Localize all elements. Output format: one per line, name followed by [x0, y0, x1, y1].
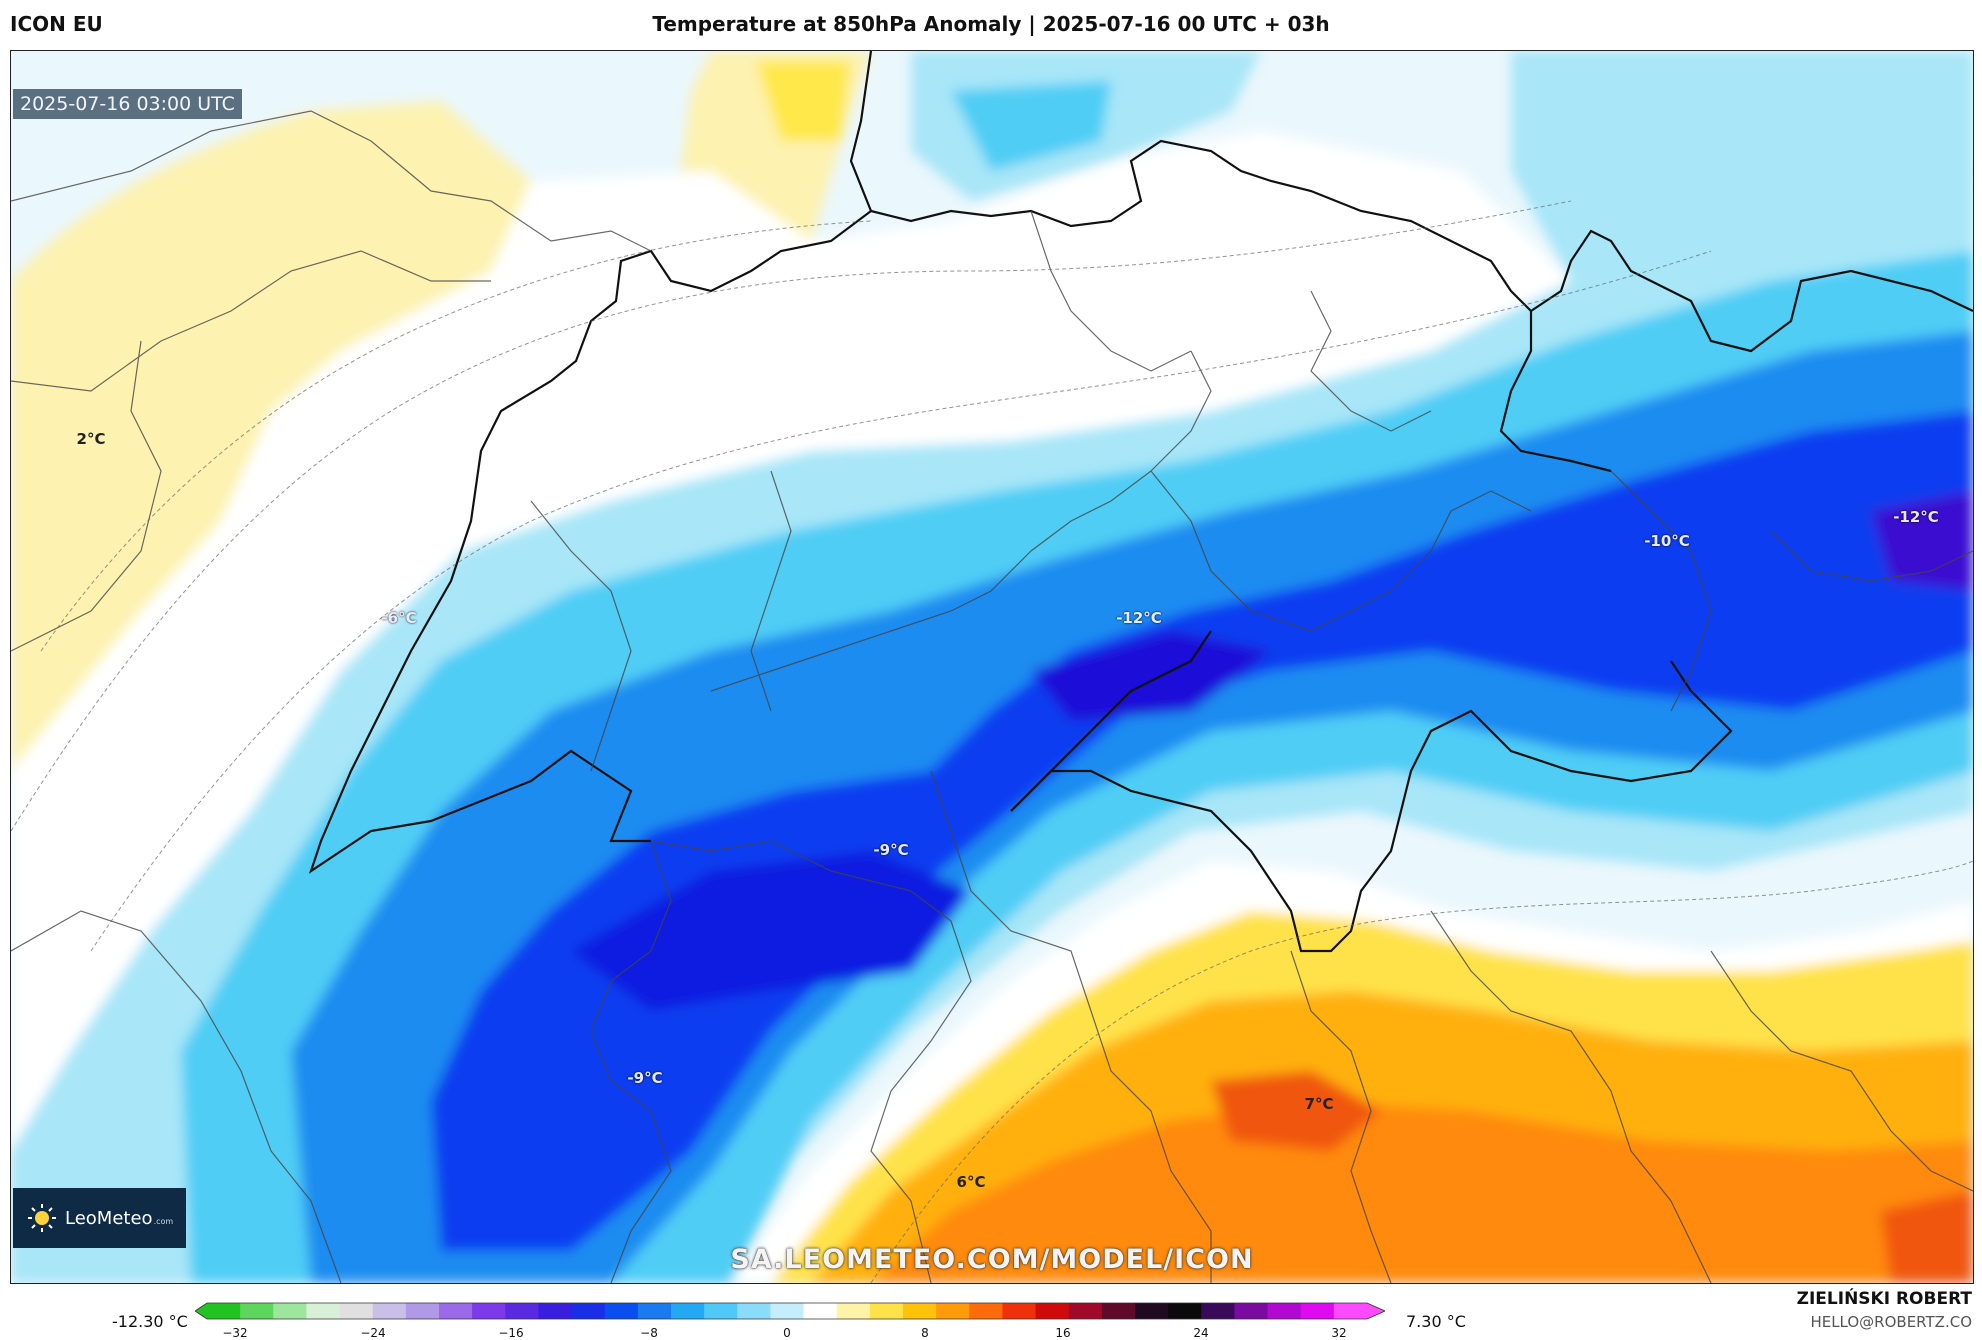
colorbar-swatch: [306, 1303, 341, 1319]
colorbar-tick-label: 16: [1055, 1326, 1071, 1340]
colorbar-swatch: [538, 1303, 573, 1319]
colorbar-swatch: [1002, 1303, 1037, 1319]
map-title: Temperature at 850hPa Anomaly | 2025-07-…: [652, 12, 1330, 36]
colorbar-swatch: [637, 1303, 672, 1319]
colorbar-swatch: [903, 1303, 937, 1319]
colorbar-swatch: [869, 1303, 904, 1319]
map-panel: 2025-07-16 03:00 UTC 2°C -6°C -12°C -10°…: [10, 50, 1974, 1284]
colorbar-swatch: [969, 1303, 1003, 1319]
source-watermark: SA.LEOMETEO.COM/MODEL/ICON: [730, 1244, 1254, 1275]
colorbar-swatch: [770, 1303, 805, 1319]
colorbar: [195, 1302, 1385, 1320]
logo-suffix: .com: [153, 1216, 174, 1226]
colorbar-swatch: [1135, 1303, 1169, 1319]
colorbar-swatch: [472, 1303, 506, 1319]
contour-label: -6°C: [381, 609, 417, 627]
colorbar-swatch: [1035, 1303, 1070, 1319]
colorbar-outline: [195, 1302, 1385, 1320]
colorbar-swatch: [240, 1303, 274, 1319]
colorbar-swatch: [936, 1303, 970, 1319]
colorbar-max-label: 7.30 °C: [1406, 1312, 1466, 1331]
sun-icon: [28, 1204, 56, 1232]
contour-label: -9°C: [627, 1069, 663, 1087]
colorbar-tick-label: 32: [1331, 1326, 1347, 1340]
colorbar-swatch: [836, 1303, 871, 1319]
colorbar-swatch: [671, 1303, 705, 1319]
model-name: ICON EU: [10, 12, 103, 36]
colorbar-swatch: [1234, 1303, 1269, 1319]
colorbar-swatch: [1068, 1303, 1103, 1319]
leometeo-logo: LeoMeteo .com: [13, 1188, 186, 1248]
author-email: HELLO@ROBERTZ.CO: [1810, 1313, 1972, 1331]
contour-label: -9°C: [873, 841, 909, 859]
colorbar-swatch: [1168, 1303, 1202, 1319]
contour-label: -12°C: [1116, 609, 1162, 627]
colorbar-extend-high: [1367, 1303, 1385, 1319]
colorbar-swatch: [405, 1303, 440, 1319]
colorbar-swatch: [737, 1303, 771, 1319]
colorbar-swatch: [207, 1303, 241, 1319]
colorbar-swatch: [1300, 1303, 1335, 1319]
colorbar-extend-low: [195, 1303, 207, 1319]
colorbar-min-label: -12.30 °C: [112, 1312, 188, 1331]
colorbar-swatch: [505, 1303, 539, 1319]
colorbar-swatch: [273, 1303, 307, 1319]
contour-label: 7°C: [1304, 1095, 1334, 1113]
colorbar-swatch: [604, 1303, 639, 1319]
colorbar-swatch: [339, 1303, 374, 1319]
colorbar-tick-label: 0: [783, 1326, 791, 1340]
colorbar-tick-label: −16: [498, 1326, 524, 1340]
colorbar-tick-label: 24: [1193, 1326, 1209, 1340]
contour-label: 2°C: [76, 430, 106, 448]
author-name: ZIELIŃSKI ROBERT: [1796, 1289, 1972, 1309]
colorbar-swatch: [571, 1303, 606, 1319]
timestamp-badge: 2025-07-16 03:00 UTC: [13, 89, 242, 119]
contour-label: 6°C: [956, 1173, 986, 1191]
colorbar-swatch: [704, 1303, 738, 1319]
colorbar-swatch: [1333, 1303, 1368, 1319]
anomaly-field: [11, 51, 1973, 1283]
colorbar-tick-label: −24: [360, 1326, 386, 1340]
colorbar-swatch: [1267, 1303, 1302, 1319]
colorbar-tick-label: 8: [921, 1326, 929, 1340]
colorbar-swatch: [439, 1303, 473, 1319]
colorbar-swatch: [372, 1303, 407, 1319]
contour-label: -12°C: [1893, 508, 1939, 526]
contour-label: -10°C: [1644, 532, 1690, 550]
colorbar-tick-label: −8: [640, 1326, 658, 1340]
colorbar-tick-label: −32: [222, 1326, 248, 1340]
colorbar-swatch: [1201, 1303, 1235, 1319]
colorbar-swatch: [803, 1303, 838, 1319]
logo-name: LeoMeteo: [65, 1207, 153, 1229]
colorbar-swatch: [1101, 1303, 1136, 1319]
